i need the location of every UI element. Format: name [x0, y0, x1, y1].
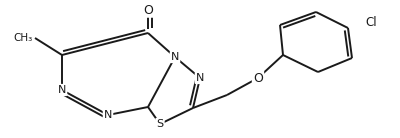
Text: CH₃: CH₃ [14, 33, 33, 43]
Text: N: N [58, 85, 66, 95]
Text: O: O [143, 3, 153, 17]
Text: O: O [253, 71, 263, 84]
Text: N: N [196, 73, 204, 83]
Text: N: N [104, 110, 112, 120]
Text: N: N [171, 52, 179, 62]
Text: S: S [156, 119, 164, 129]
Text: Cl: Cl [365, 15, 377, 29]
